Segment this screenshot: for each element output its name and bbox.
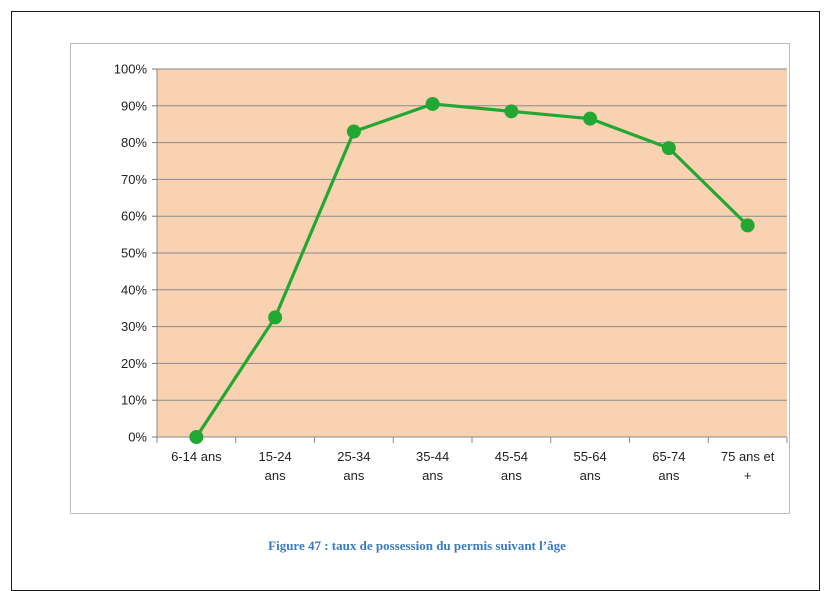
data-point-6 [661, 141, 676, 156]
data-point-1 [268, 310, 283, 325]
x-tick-label-6: 65-74 ans [652, 449, 685, 483]
data-point-2 [346, 124, 361, 139]
x-tick-label-3: 35-44 ans [416, 449, 449, 483]
data-point-4 [504, 104, 519, 119]
y-tick-label-90: 90% [121, 98, 147, 113]
y-tick-label-80: 80% [121, 135, 147, 150]
x-tick-label-2: 25-34 ans [337, 449, 370, 483]
x-tick-label-7: 75 ans et + [721, 449, 775, 483]
x-tick-label-0: 6-14 ans [171, 449, 222, 464]
data-point-3 [425, 96, 440, 111]
y-tick-label-60: 60% [121, 209, 147, 224]
figure-caption: Figure 47 : taux de possession du permis… [268, 538, 566, 553]
series-line-0 [195, 102, 749, 438]
x-tick-label-1: 15-24 ans [259, 449, 292, 483]
y-tick-label-50: 50% [121, 246, 147, 261]
y-tick-label-100: 100% [114, 62, 148, 77]
x-tick-label-4: 45-54 ans [495, 449, 528, 483]
y-tick-label-0: 0% [128, 430, 147, 445]
data-point-5 [583, 111, 598, 126]
y-tick-label-10: 10% [121, 393, 147, 408]
line-chart: 0% 10% 20% 30% 40% 50% 60% 70% 80% 90% 100% 6-14 an… [114, 62, 788, 483]
y-tick-label-20: 20% [121, 356, 147, 371]
y-tick-label-30: 30% [121, 319, 147, 334]
y-tick-label-70: 70% [121, 172, 147, 187]
data-point-0 [189, 430, 204, 444]
data-point-7 [740, 218, 755, 233]
x-tick-label-5: 55-64 ans [574, 449, 607, 483]
y-tick-label-40: 40% [121, 282, 147, 297]
chart-area: 0% 10% 20% 30% 40% 50% 60% 70% 80% 90% 100% 6-14 an… [70, 43, 790, 514]
